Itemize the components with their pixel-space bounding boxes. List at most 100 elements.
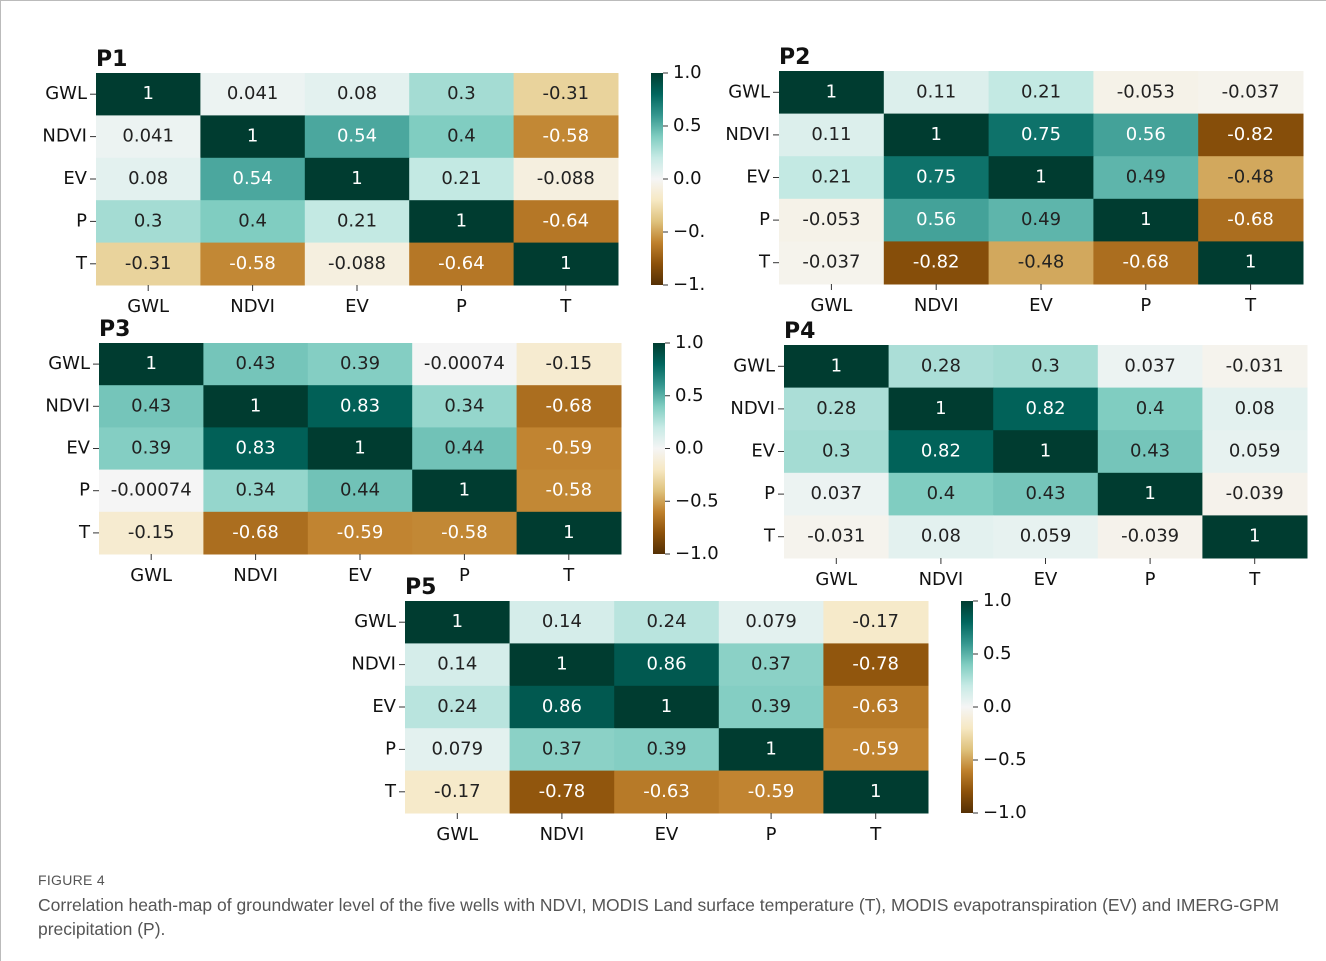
heatmap-cell xyxy=(516,469,622,513)
x-tick-label: T xyxy=(1248,569,1261,590)
cell-label: 0.75 xyxy=(1021,124,1061,145)
colorbar-tick-label: 0.5 xyxy=(675,385,704,406)
y-tick-label: GWL xyxy=(48,353,90,374)
cell-label: 0.3 xyxy=(1031,355,1060,376)
heatmap-cell xyxy=(304,73,410,116)
heatmap-cell xyxy=(96,115,201,159)
heatmap-cell xyxy=(1198,241,1304,285)
cell-label: 0.041 xyxy=(227,83,279,104)
heatmap-cell xyxy=(509,770,615,814)
x-tick-label: EV xyxy=(1029,295,1053,316)
cell-label: 1 xyxy=(1245,252,1256,273)
cell-label: -0.00074 xyxy=(111,480,192,501)
heatmap-cell xyxy=(200,157,306,201)
cell-label: 1 xyxy=(459,480,470,501)
x-tick-label: NDVI xyxy=(233,565,278,586)
heatmap-cell xyxy=(409,115,515,159)
cell-label: 0.43 xyxy=(1025,483,1065,504)
cell-label: 0.39 xyxy=(131,438,171,459)
cell-label: 0.83 xyxy=(340,395,380,416)
cell-label: 0.54 xyxy=(337,126,377,147)
cell-label: 0.28 xyxy=(816,398,856,419)
cell-label: 1 xyxy=(1249,526,1260,547)
heatmap-cell xyxy=(823,728,929,772)
y-tick-label: GWL xyxy=(45,83,87,104)
cell-label: -0.053 xyxy=(802,209,860,230)
heatmap-cell xyxy=(993,472,1099,516)
y-tick-label: EV xyxy=(751,441,775,462)
heatmap-cell xyxy=(409,242,515,286)
heatmap-cell xyxy=(96,157,201,201)
cell-label: 0.08 xyxy=(1235,398,1275,419)
heatmap-cell xyxy=(823,770,929,814)
y-tick-label: NDVI xyxy=(351,654,396,675)
cell-label: 0.08 xyxy=(921,526,961,547)
cell-label: 1 xyxy=(1040,441,1051,462)
cell-label: 0.21 xyxy=(811,167,851,188)
x-tick-label: NDVI xyxy=(919,569,964,590)
heatmap-cell xyxy=(200,200,306,244)
panel-title: P3 xyxy=(99,317,130,342)
x-tick-label: T xyxy=(559,296,572,317)
heatmap-cell xyxy=(888,387,994,431)
x-tick-label: NDVI xyxy=(230,296,275,317)
cell-label: 0.43 xyxy=(131,395,171,416)
cell-label: -0.088 xyxy=(328,253,386,274)
cell-label: -0.15 xyxy=(546,353,593,374)
heatmap-cell xyxy=(405,643,511,687)
heatmap-cell xyxy=(513,200,619,244)
cell-label: 1 xyxy=(930,124,941,145)
cell-label: -0.64 xyxy=(543,210,590,231)
cell-label: 1 xyxy=(1140,209,1151,230)
cell-label: 0.4 xyxy=(238,210,267,231)
cell-label: -0.59 xyxy=(546,438,593,459)
heatmap-cell xyxy=(718,770,824,814)
cell-label: 0.56 xyxy=(1126,124,1166,145)
heatmap-cell xyxy=(307,343,413,386)
heatmap-cell xyxy=(1202,515,1308,559)
cell-label: 1 xyxy=(1035,167,1046,188)
cell-label: -0.82 xyxy=(1227,124,1274,145)
heatmap-cell xyxy=(1097,430,1203,474)
heatmap-cell xyxy=(718,728,824,772)
cell-label: 0.037 xyxy=(1124,355,1176,376)
heatmap-cell xyxy=(784,515,890,559)
cell-label: 1 xyxy=(250,395,261,416)
heatmap-cell xyxy=(307,385,413,428)
heatmap-cell xyxy=(307,511,413,555)
heatmap-cell xyxy=(509,728,615,772)
heatmap-cell xyxy=(784,472,890,516)
y-tick-label: NDVI xyxy=(42,126,87,147)
heatmap-cell xyxy=(405,601,511,644)
heatmap-cell xyxy=(307,427,413,471)
heatmap-cell xyxy=(1093,156,1199,200)
y-tick-label: NDVI xyxy=(725,124,770,145)
cell-label: 0.54 xyxy=(233,168,273,189)
heatmap-cell xyxy=(405,728,511,772)
heatmap-cell xyxy=(1202,387,1308,431)
colorbar xyxy=(961,601,973,813)
cell-label: -0.031 xyxy=(1226,355,1284,376)
cell-label: -0.68 xyxy=(546,395,593,416)
cell-label: -0.053 xyxy=(1117,81,1175,102)
cell-label: 0.49 xyxy=(1126,167,1166,188)
x-tick-label: GWL xyxy=(811,295,853,316)
heatmap-cell xyxy=(412,385,518,428)
y-tick-label: NDVI xyxy=(45,395,90,416)
cell-label: -0.63 xyxy=(852,696,899,717)
heatmap-cell xyxy=(784,345,890,389)
y-tick-label: P xyxy=(759,209,770,230)
heatmap-cell xyxy=(200,73,306,116)
heatmap-cell xyxy=(509,601,615,644)
cell-label: 0.3 xyxy=(134,210,163,231)
heatmap-cell xyxy=(1198,198,1304,242)
heatmap-cell xyxy=(509,643,615,687)
heatmap-cell xyxy=(203,469,309,513)
colorbar-tick-label: 1.0 xyxy=(983,590,1012,611)
heatmap-cell xyxy=(993,345,1099,389)
y-tick-label: EV xyxy=(746,167,770,188)
colorbar-tick-label: 0.5 xyxy=(673,115,702,136)
cell-label: 1 xyxy=(556,654,567,675)
cell-label: 0.34 xyxy=(236,480,276,501)
